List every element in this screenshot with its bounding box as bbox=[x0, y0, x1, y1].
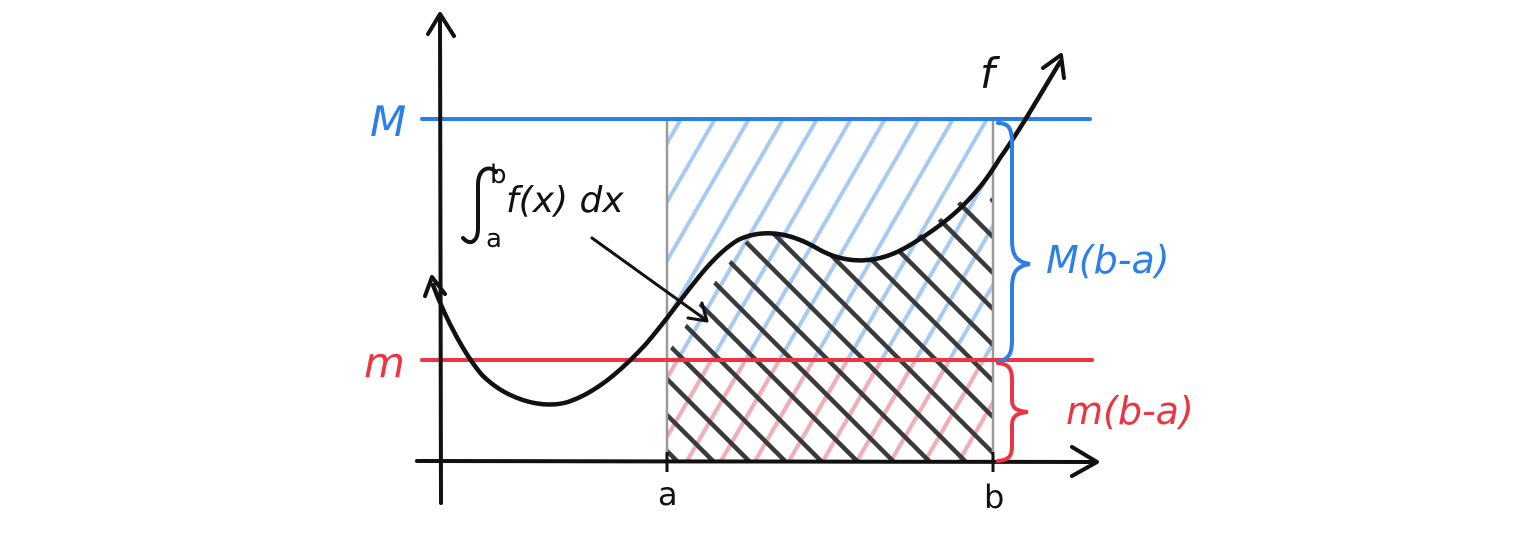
up-arrow-icon bbox=[426, 12, 456, 38]
upper-hatch-stroke bbox=[667, 119, 718, 206]
curly-brace-icon bbox=[996, 121, 1031, 364]
lower-bound-label: m bbox=[364, 338, 405, 387]
lower-hatch-stroke bbox=[1390, 100, 1536, 480]
lower-hatch-stroke bbox=[888, 360, 952, 461]
upper-hatch-stroke bbox=[336, 100, 556, 480]
integral-hatch-stroke bbox=[667, 197, 735, 461]
lower-hatch-stroke bbox=[1186, 100, 1406, 480]
lower-hatch-stroke bbox=[1254, 100, 1474, 480]
lower-hatch-stroke bbox=[370, 100, 590, 480]
lower-hatch-stroke bbox=[718, 360, 782, 461]
point-a-label: a bbox=[658, 475, 678, 513]
integral-hatch-stroke bbox=[667, 197, 807, 461]
integral-expression: b a f(x) dx bbox=[461, 160, 624, 254]
upper-hatch-stroke bbox=[1322, 100, 1536, 480]
integral-hatch-stroke bbox=[380, 200, 660, 480]
upper-hatch-stroke bbox=[1220, 100, 1440, 480]
lower-hatch-stroke bbox=[1288, 100, 1508, 480]
arrowhead-icon bbox=[1041, 53, 1066, 80]
lower-hatch-stroke bbox=[234, 100, 454, 480]
integral-hatch-stroke bbox=[308, 200, 588, 480]
upper-hatch-stroke bbox=[370, 100, 590, 480]
integral-hatch-stroke bbox=[1388, 200, 1536, 480]
integral-hatch-stroke bbox=[667, 197, 879, 461]
lower-hatch-stroke bbox=[667, 360, 714, 441]
integral-hatch-stroke bbox=[272, 200, 552, 480]
lower-hatch-stroke bbox=[438, 100, 658, 480]
lower-hatch-stroke bbox=[956, 398, 993, 461]
integral-hatch-stroke bbox=[1316, 200, 1536, 480]
arrow-icon bbox=[590, 236, 709, 323]
lower-area-label: m(b-a) bbox=[1066, 389, 1194, 433]
lower-hatch-stroke bbox=[268, 100, 488, 480]
upper-hatch-stroke bbox=[268, 100, 488, 480]
integral-integrand: f(x) dx bbox=[506, 180, 624, 221]
integral-hatch-stroke bbox=[1172, 200, 1452, 480]
integral-sign bbox=[461, 166, 498, 245]
lower-hatch-stroke bbox=[752, 360, 816, 461]
upper-hatch-stroke bbox=[667, 119, 752, 265]
function-label: f bbox=[980, 49, 1001, 98]
integral-hatch-stroke bbox=[1352, 200, 1536, 480]
lower-hatch-stroke bbox=[1322, 100, 1536, 480]
upper-hatch-stroke bbox=[667, 119, 786, 324]
upper-hatch-stroke bbox=[1288, 100, 1508, 480]
integral-hatch-stroke bbox=[1136, 200, 1416, 480]
lower-hatch-stroke bbox=[472, 100, 692, 480]
lower-hatch-stroke bbox=[200, 100, 420, 480]
integral-hatch-stroke bbox=[667, 197, 771, 461]
integral-hatch-stroke bbox=[917, 197, 993, 461]
upper-hatch-stroke bbox=[438, 100, 658, 480]
integral-upper-limit: b bbox=[490, 160, 507, 190]
integral-hatch-stroke bbox=[881, 197, 993, 461]
integral-hatch-stroke bbox=[737, 197, 993, 461]
upper-hatch-stroke bbox=[200, 100, 420, 480]
lower-hatch-stroke bbox=[1356, 100, 1536, 480]
integral-hatch-stroke bbox=[1280, 200, 1536, 480]
y-axis bbox=[426, 12, 456, 505]
upper-hatch-stroke bbox=[667, 119, 820, 383]
integral-hatch-stroke bbox=[701, 197, 987, 461]
integral-hatch-stroke bbox=[667, 197, 843, 461]
upper-bound-label: M bbox=[370, 97, 406, 146]
arrowhead-icon bbox=[423, 275, 447, 298]
integral-hatch-stroke bbox=[1208, 200, 1488, 480]
point-b-label: b bbox=[984, 478, 1004, 516]
integral-hatch-stroke bbox=[200, 200, 480, 480]
integral-hatch-stroke bbox=[667, 197, 915, 461]
integral-lower-limit: a bbox=[486, 224, 502, 254]
function-curve bbox=[430, 59, 1063, 407]
upper-hatch-stroke bbox=[1186, 100, 1406, 480]
integral-hatch-stroke bbox=[1244, 200, 1524, 480]
upper-hatch-stroke bbox=[1390, 100, 1536, 480]
lower-hatch-stroke bbox=[922, 360, 986, 461]
upper-hatch-stroke bbox=[302, 100, 522, 480]
upper-hatch-stroke bbox=[1254, 100, 1474, 480]
upper-hatch-stroke bbox=[234, 100, 454, 480]
lower-hatch-stroke bbox=[684, 360, 748, 461]
lower-hatch-stroke bbox=[336, 100, 556, 480]
lower-hatch-stroke bbox=[302, 100, 522, 480]
upper-hatch-stroke bbox=[1356, 100, 1536, 480]
lower-hatch-stroke bbox=[1220, 100, 1440, 480]
upper-area-label: M(b-a) bbox=[1046, 238, 1170, 282]
upper-hatch-stroke bbox=[667, 119, 684, 148]
right-arrow-icon bbox=[1070, 445, 1099, 478]
x-axis bbox=[415, 445, 1099, 478]
curly-brace-icon bbox=[996, 361, 1029, 463]
